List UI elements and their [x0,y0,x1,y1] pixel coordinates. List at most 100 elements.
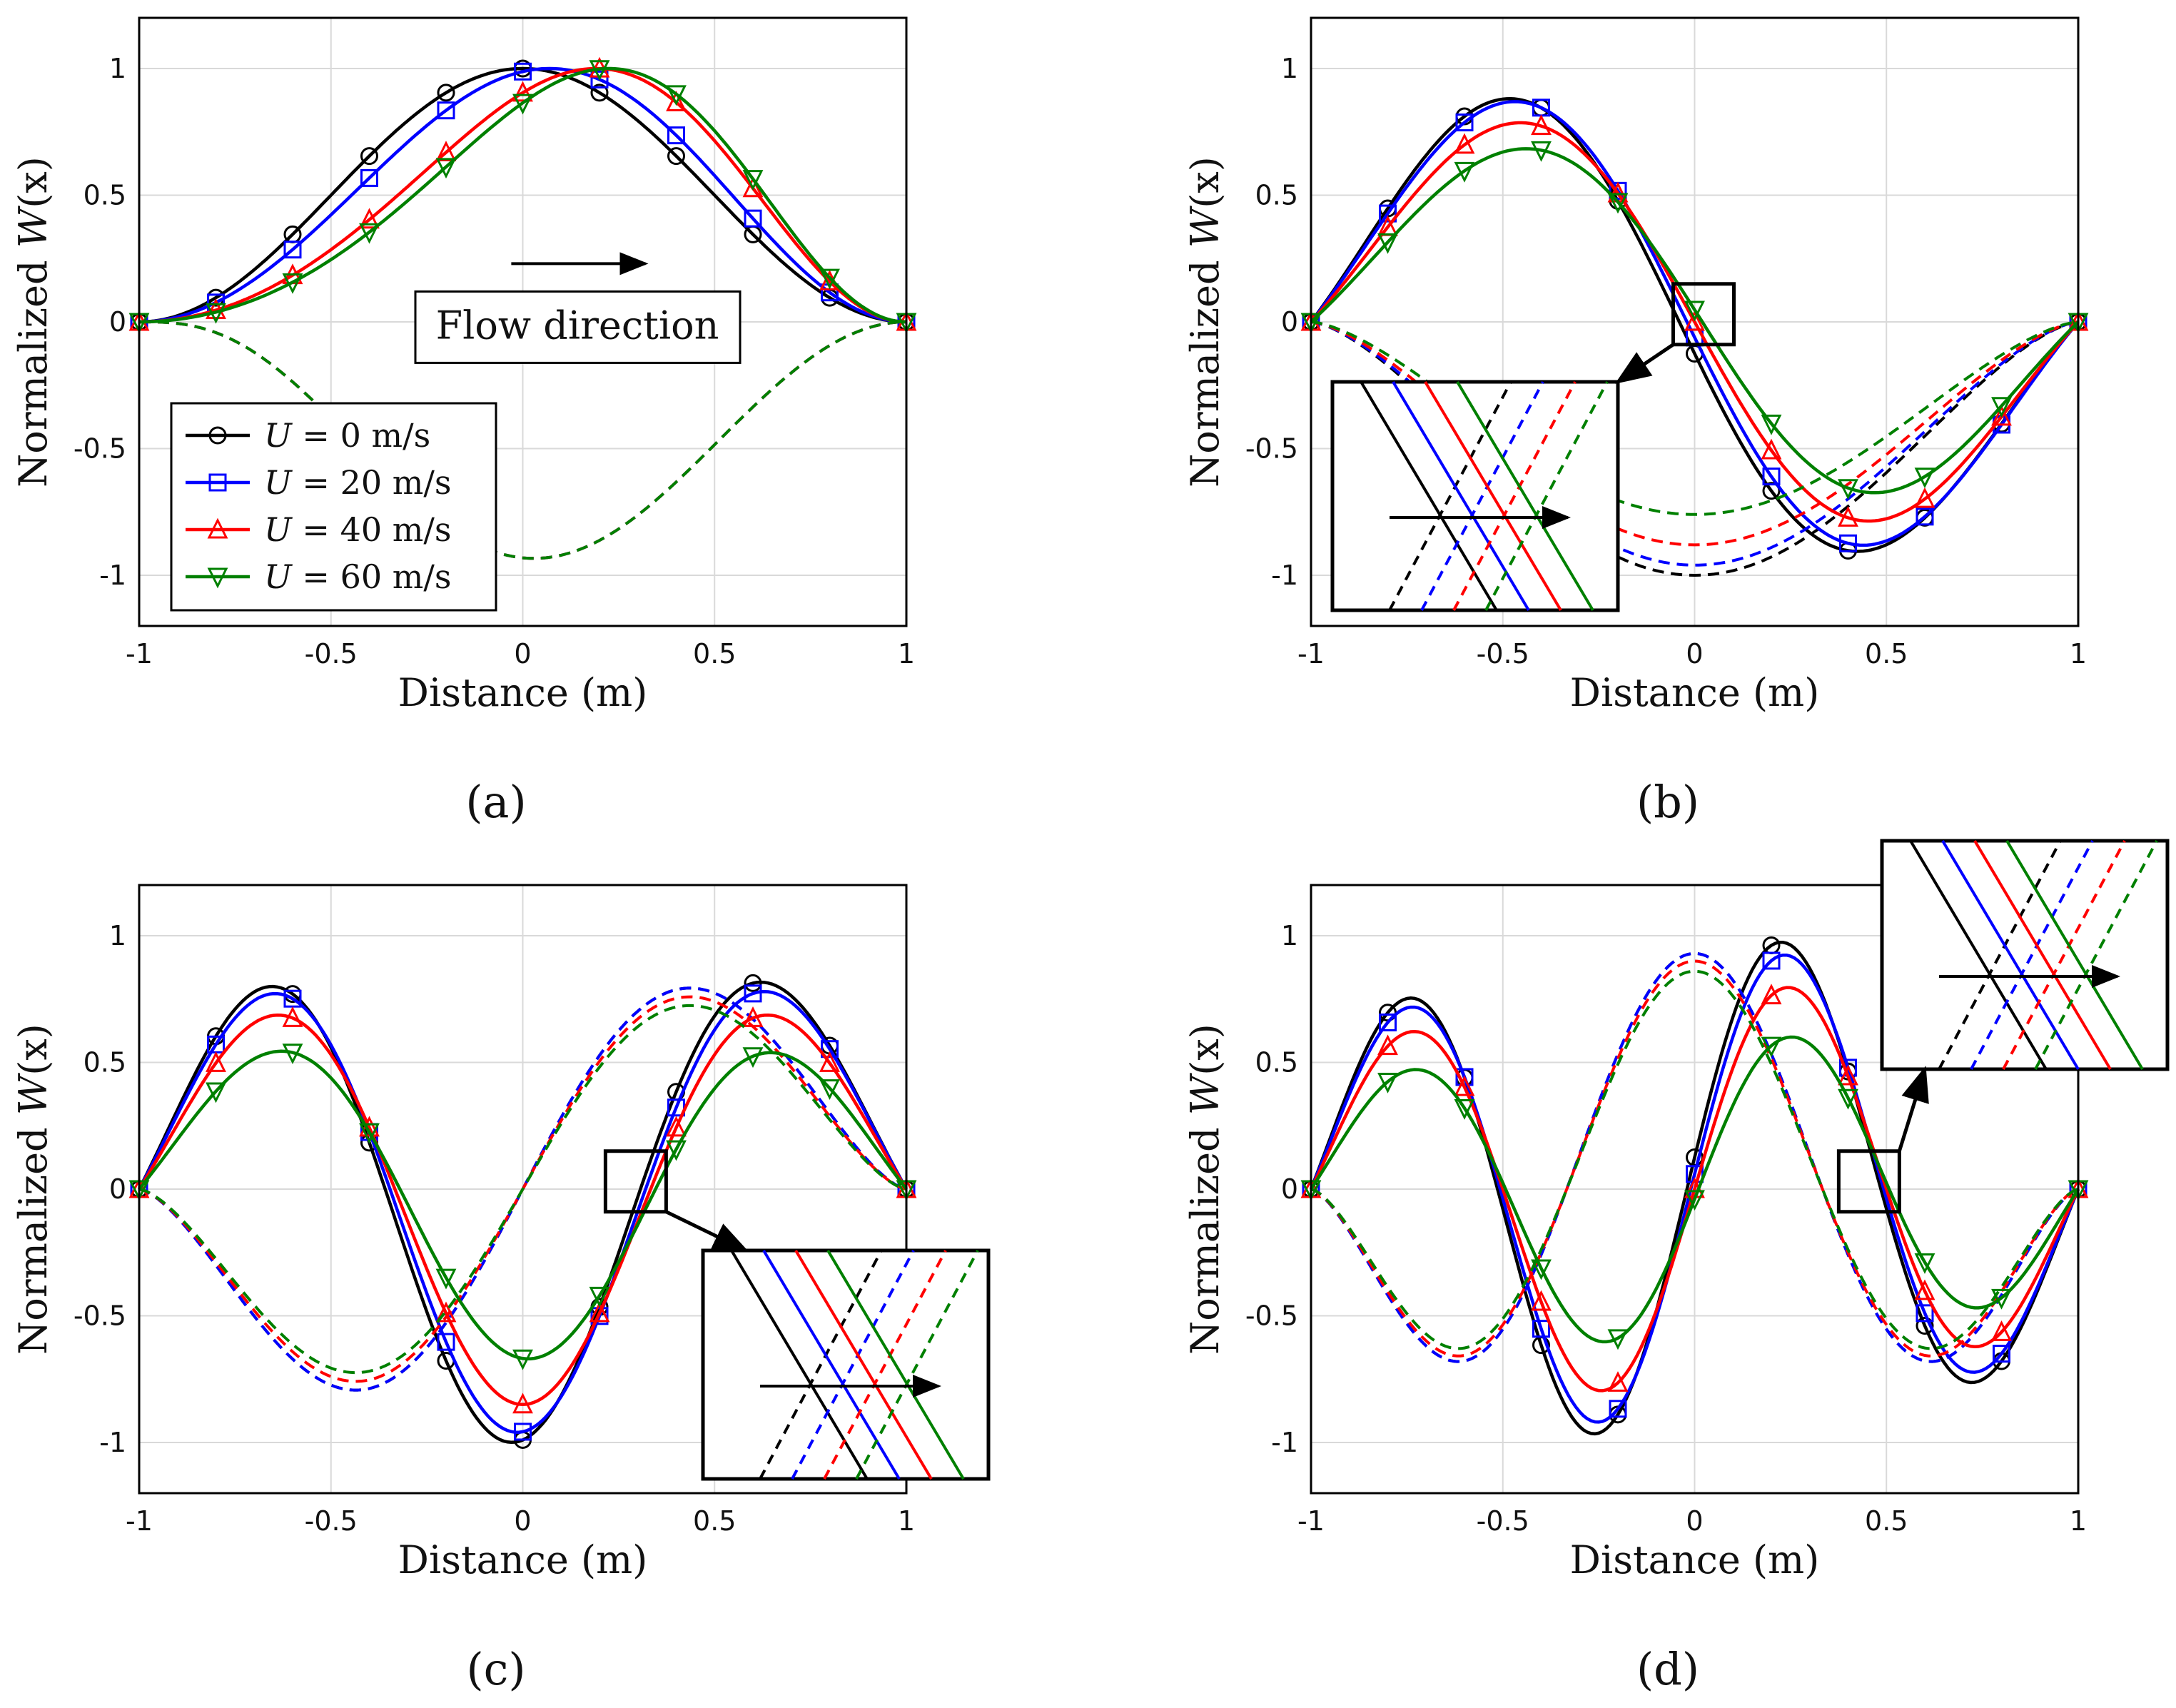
x-tick-label: 1 [898,1505,915,1537]
data-point [1761,984,1782,1005]
data-point [666,91,687,111]
data-point [589,1286,610,1308]
x-tick-label: 0.5 [693,638,736,669]
flow-label-box [414,290,742,364]
data-point [666,1140,687,1161]
inset-line-real [794,1249,933,1480]
data-point [1454,133,1475,154]
data-point [590,84,609,102]
inset-line-imag [791,1250,915,1480]
x-tick-label: 1 [2070,638,2087,669]
data-point [512,1349,533,1370]
chart-panel-4: -1 -0.5 0 0.5 1 1 0.5 0 -0.5 -1 Distance (m) Normal… [1183,839,2170,1695]
y-tick-label: -1 [1271,560,1298,591]
series-real-2 [138,66,907,324]
data-point [435,141,457,161]
y-tick-label: -1 [99,1427,126,1458]
inset-line-imag [1388,381,1512,611]
x-axis-label: Distance (m) [1570,1537,1820,1582]
data-point [512,81,533,102]
flow-direction-label: Flow direction [436,303,719,348]
data-point [666,1116,687,1137]
plot-frame [1310,884,2080,1495]
legend-swatch-marker [207,567,228,589]
zoom-connector-arrow [1897,1066,1929,1152]
plot-frame [138,16,908,627]
data-point [1609,1400,1627,1418]
zoom-box [1836,1149,1901,1214]
data-point [666,85,687,106]
inset-line-real [1456,380,1594,612]
y-tick-label: 1 [109,53,126,84]
y-tick-label: 0 [1281,306,1298,338]
x-tick-label: 1 [898,638,915,669]
data-point [1839,534,1857,552]
data-point [744,984,762,1003]
inset-line-imag [1970,840,2094,1070]
y-tick-label: 0.5 [1255,1047,1298,1078]
y-axis-label: Normalized W(x) [11,1024,56,1355]
data-point [1531,1290,1552,1311]
legend-swatch-marker [208,426,227,445]
data-point [1991,397,2012,418]
data-point [1377,233,1398,254]
data-point [1379,1013,1397,1031]
series-real-4 [1310,1035,2080,1344]
data-point [1531,114,1552,136]
zoom-connector-arrow [665,1210,749,1253]
data-point [282,1044,303,1065]
data-point [1916,1316,1934,1335]
data-point [1454,1075,1475,1096]
y-tick-label: 1 [109,920,126,951]
data-point [1762,468,1781,486]
legend-label: U = 40 m/s [264,510,451,549]
panel-label: (c) [466,1643,525,1695]
chart-panel-3: -1 -0.5 0 0.5 1 1 0.5 0 -0.5 -1 Distance (m) Normal… [11,884,991,1695]
data-point [742,1047,764,1068]
y-tick-label: -1 [99,560,126,591]
data-point [1914,1253,1935,1274]
x-tick-label: 0 [1686,638,1703,669]
series-real-4 [138,1049,908,1361]
x-tick-label: 0 [1686,1505,1703,1537]
data-point [437,1333,455,1351]
inset-line-real [1424,380,1562,612]
data-point [1684,300,1705,322]
data-point [1761,438,1782,460]
plot-frame [1310,16,2080,627]
data-point [1916,507,1934,526]
series-imag-4 [139,320,907,560]
y-tick-label: 0.5 [84,180,126,211]
x-tick-label: -1 [1297,1505,1325,1537]
data-point [1607,1329,1629,1350]
data-point [1377,1073,1398,1093]
inset-line-imag [1484,381,1609,611]
x-tick-label: 0.5 [693,1505,736,1537]
x-tick-label: -0.5 [1477,638,1529,669]
data-point [1455,113,1474,132]
x-tick-label: -0.5 [1477,1505,1529,1537]
data-point [1838,479,1858,500]
data-point [744,209,762,228]
data-point [512,1393,533,1414]
data-point [1379,204,1397,223]
series-real-3 [1310,121,2080,523]
series-imag-4 [1310,320,2079,516]
series-real-2 [138,989,908,1434]
chart-panel-1: -1 -0.5 0 0.5 1 1 0.5 0 -0.5 -1 Distance (m) Normal… [11,16,917,828]
data-point [1991,1320,2012,1341]
x-tick-label: -1 [126,638,153,669]
data-point [359,223,380,244]
data-point [514,62,532,81]
y-tick-label: -0.5 [1245,433,1298,465]
data-point [359,208,380,229]
legend-label: U = 60 m/s [264,557,451,596]
data-point [589,1301,610,1323]
panel-label: (b) [1636,776,1699,828]
zoom-box [1671,282,1736,347]
data-point [282,1006,303,1027]
data-point [1838,1088,1858,1110]
data-point [1993,1345,2010,1363]
series-real-2 [1309,953,2080,1424]
data-point [1761,414,1782,435]
